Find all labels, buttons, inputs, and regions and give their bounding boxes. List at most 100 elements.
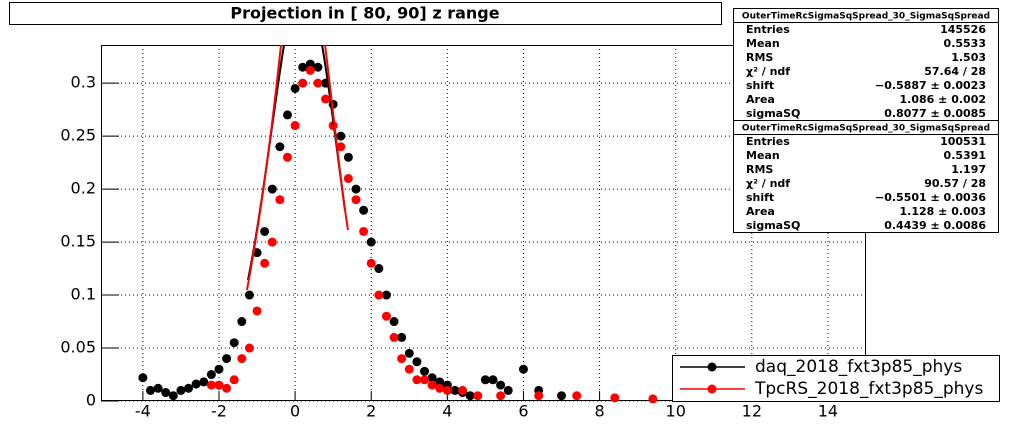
x-tick-label: 8 <box>594 402 604 421</box>
data-point <box>351 184 361 194</box>
stat-value: 0.5391 <box>944 149 986 162</box>
data-point <box>557 391 567 401</box>
data-point <box>488 375 498 385</box>
data-point <box>404 348 414 358</box>
fit-curve <box>246 44 349 291</box>
legend <box>672 355 1000 402</box>
data-point <box>610 393 620 403</box>
data-point <box>222 354 232 364</box>
data-point <box>214 364 224 374</box>
stat-name: Mean <box>746 37 780 50</box>
data-point <box>161 388 171 398</box>
data-point <box>503 385 513 395</box>
data-point <box>313 78 323 88</box>
data-point <box>138 373 148 383</box>
data-point <box>244 343 254 353</box>
data-point <box>389 332 399 342</box>
data-point <box>374 264 384 274</box>
data-point <box>534 391 544 401</box>
data-point <box>206 380 216 390</box>
data-point <box>381 290 391 300</box>
stat-name: RMS <box>746 163 773 176</box>
legend-marker <box>707 362 717 372</box>
data-point <box>321 94 331 104</box>
x-tick-label: -2 <box>211 402 227 421</box>
x-tick-label: 4 <box>442 402 452 421</box>
stat-name: shift <box>746 79 774 92</box>
x-tick-label: 6 <box>518 402 528 421</box>
data-point <box>260 258 270 268</box>
stat-value: 1.128 ± 0.003 <box>900 205 986 218</box>
data-point <box>359 205 369 215</box>
legend-label: daq_2018_fxt3p85_phys <box>755 357 962 377</box>
data-point <box>366 258 376 268</box>
y-tick-label: 0 <box>86 391 96 410</box>
stat-name: χ² / ndf <box>746 65 790 78</box>
stat-value: 100531 <box>940 135 986 148</box>
data-point <box>305 65 315 75</box>
marks <box>138 59 658 404</box>
data-point <box>282 152 292 162</box>
y-tick-label: 0.15 <box>60 232 96 251</box>
data-point <box>252 306 262 316</box>
data-point <box>298 78 308 88</box>
x-tick-label: 14 <box>818 402 838 421</box>
y-tick-label: 0.1 <box>71 285 96 304</box>
data-point <box>153 383 163 393</box>
x-tick-label: 2 <box>366 402 376 421</box>
data-point <box>412 357 422 367</box>
data-point <box>206 370 216 380</box>
data-point <box>267 184 277 194</box>
data-point <box>260 226 270 236</box>
data-point <box>389 317 399 327</box>
stat-value: −0.5501 ± 0.0036 <box>875 191 986 204</box>
data-point <box>275 195 285 205</box>
stat-value: 90.57 / 28 <box>924 177 986 190</box>
data-point <box>366 237 376 247</box>
y-tick-label: 0.3 <box>71 73 96 92</box>
stat-name: Entries <box>746 23 790 36</box>
stat-value: 0.8077 ± 0.0085 <box>884 107 986 120</box>
data-point <box>473 391 483 401</box>
data-point <box>336 131 346 141</box>
data-point <box>290 121 300 131</box>
data-point <box>237 317 247 327</box>
data-point <box>458 385 468 395</box>
data-point <box>343 152 353 162</box>
data-point <box>305 59 315 69</box>
stat-name: Entries <box>746 135 790 148</box>
data-point <box>237 354 247 364</box>
stat-value: 0.4439 ± 0.0086 <box>884 219 986 232</box>
data-point <box>465 391 475 401</box>
data-point <box>572 391 582 401</box>
stat-name: Area <box>746 205 775 218</box>
y-tick-label: 0.05 <box>60 338 96 357</box>
legend-marker <box>707 384 717 394</box>
stat-name: χ² / ndf <box>746 177 790 190</box>
data-point <box>427 373 437 383</box>
x-tick-label: 12 <box>742 402 762 421</box>
data-point <box>336 142 346 152</box>
title-box <box>9 2 722 25</box>
data-point <box>244 290 254 300</box>
data-point <box>343 174 353 183</box>
stat-boxes: OuterTimeRcSigmaSqSpread_30_SigmaSqSprea… <box>733 8 999 233</box>
data-point <box>420 366 430 376</box>
stat-name: sigmaSQ <box>746 107 800 120</box>
legend-entries: daq_2018_fxt3p85_physTpcRS_2018_fxt3p85_… <box>680 357 983 399</box>
stat-value: −0.5887 ± 0.0023 <box>875 79 986 92</box>
data-point <box>351 195 361 205</box>
data-point <box>435 383 445 393</box>
data-point <box>290 83 300 93</box>
data-point <box>282 110 292 120</box>
x-tick-label: 0 <box>290 402 300 421</box>
data-point <box>229 375 239 385</box>
data-point <box>420 375 430 385</box>
stat-name: RMS <box>746 51 773 64</box>
data-point <box>359 226 369 236</box>
data-point <box>199 377 209 387</box>
data-point <box>450 385 460 395</box>
stat-name: shift <box>746 191 774 204</box>
data-point <box>168 391 178 401</box>
data-point <box>298 62 308 72</box>
